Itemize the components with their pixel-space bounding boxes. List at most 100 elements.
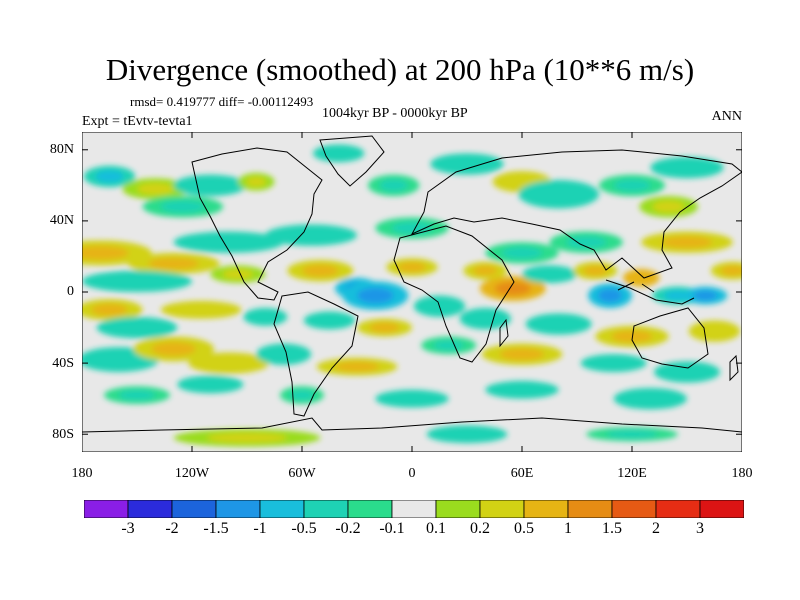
colorbar-swatch: [259, 500, 305, 518]
lon-tick-label: 180: [731, 466, 753, 481]
field-contour-core: [357, 287, 394, 304]
field-contour-core: [91, 303, 128, 316]
colorbar-tick-label: -2: [165, 520, 179, 537]
field-contour-core: [118, 390, 156, 400]
lon-tick-label: 60W: [288, 466, 316, 481]
field-contour-core: [192, 379, 229, 390]
field-contour-core: [473, 265, 498, 276]
field-contour-core: [494, 281, 531, 296]
colorbar-tick-label: -0.5: [291, 520, 317, 537]
field-contour-core: [693, 290, 718, 301]
colorbar-tick-label: -1: [253, 520, 267, 537]
field-contour-core: [433, 340, 464, 351]
colorbar-swatch: [655, 500, 701, 518]
field-contour-core: [501, 384, 543, 395]
colorbar-swatch: [611, 500, 657, 518]
field-contour-core: [391, 393, 433, 404]
lat-tick-label: 0: [67, 284, 74, 299]
colorbar-swatch: [479, 500, 525, 518]
coastline-indonesia: [605, 279, 695, 305]
lon-tick-label: 60E: [510, 466, 534, 481]
lat-tick-label: 40N: [49, 213, 74, 228]
colorbar-swatch: [567, 500, 613, 518]
field-contour-core: [471, 312, 500, 325]
field-contour-core: [668, 366, 706, 378]
field-contour-core: [137, 183, 174, 195]
colorbar-tick-label: 3: [696, 520, 704, 537]
period-label: 1004kyr BP - 0000kyr BP: [322, 106, 468, 121]
field-contour-core: [700, 325, 729, 337]
coastline-europe-asia: [410, 149, 742, 279]
season-label: ANN: [711, 109, 742, 124]
colorbar-swatch: [523, 500, 569, 518]
field-contour-core: [397, 262, 427, 272]
chart-title: Divergence (smoothed) at 200 hPa (10**6 …: [105, 52, 695, 87]
lon-tick-label: 0: [408, 466, 416, 481]
field-contour-core: [501, 247, 543, 259]
colorbar-tick-label: 0.5: [514, 520, 534, 537]
field-contour-core: [151, 342, 196, 356]
field-contour-core: [268, 348, 299, 361]
field-contour-core: [720, 265, 742, 276]
field-contour-core: [95, 170, 124, 183]
field-contour-core: [106, 275, 168, 288]
colorbar-tick-label: 2: [652, 520, 660, 537]
field-contour-core: [499, 348, 545, 361]
lon-tick-label: 120W: [174, 466, 210, 481]
field-contour-core: [334, 361, 380, 372]
coastline-south-america: [273, 291, 359, 417]
field-contour-core: [114, 321, 160, 334]
field-contour-core: [666, 161, 708, 174]
field-contour-core: [446, 158, 488, 170]
field-contour-core: [391, 222, 433, 234]
field-contour-core: [190, 179, 231, 192]
field-contour-core: [246, 176, 267, 187]
field-contour-core: [611, 330, 653, 343]
field-contour-core: [148, 257, 199, 270]
colorbar-swatch: [391, 500, 437, 518]
field-contour-core: [369, 322, 400, 333]
field-contour-core: [178, 304, 224, 315]
field-contour-core: [206, 357, 251, 369]
colorbar-swatch: [215, 500, 261, 518]
field-contour-core: [652, 200, 685, 213]
colorbar-tick-label: -1.5: [203, 520, 229, 537]
colorbar-swatch: [347, 500, 393, 518]
field-contour-core: [253, 312, 278, 322]
field-contour-core: [444, 429, 490, 440]
experiment-label: Expt = tEvtv-tevta1: [82, 114, 193, 129]
coastline-madagascar: [499, 318, 509, 348]
colorbar-swatch: [171, 500, 217, 518]
colorbar-tick-label: 0.2: [470, 520, 490, 537]
field-contour-core: [324, 148, 353, 159]
field-contour-core: [222, 269, 253, 280]
field-contour-core: [379, 179, 408, 192]
lat-tick-label: 80N: [49, 142, 74, 157]
coastline-antarctica: [82, 417, 742, 433]
field-contour-core: [315, 315, 344, 326]
field-contour-core: [302, 264, 339, 277]
colorbar-swatch: [127, 500, 173, 518]
divergence-map: [82, 132, 742, 452]
lon-tick-label: 120E: [617, 466, 647, 481]
lon-tick-label: 180: [71, 466, 93, 481]
coastline-north-america: [191, 147, 323, 301]
field-contour-core: [82, 246, 129, 260]
coastline-new-zealand: [729, 354, 739, 382]
field-contour-core: [536, 186, 581, 203]
field-contour-core: [534, 269, 565, 280]
field-contour-core: [631, 272, 652, 283]
lat-tick-label: 40S: [52, 356, 74, 371]
field-contour-core: [597, 288, 623, 303]
field-contour-core: [160, 200, 206, 213]
colorbar-tick-label: -3: [121, 520, 135, 537]
stats-text: rmsd= 0.419777 diff= -0.00112493: [130, 94, 314, 109]
colorbar-tick-label: 0.1: [426, 520, 446, 537]
colorbar-swatch: [699, 500, 744, 518]
field-contour-core: [583, 265, 608, 276]
colorbar-tick-label: -0.2: [335, 520, 361, 537]
colorbar-tick-label: 1.5: [602, 520, 622, 537]
colorbar-swatch: [84, 500, 129, 518]
field-contour-core: [96, 352, 141, 367]
colorbar: [84, 500, 744, 518]
